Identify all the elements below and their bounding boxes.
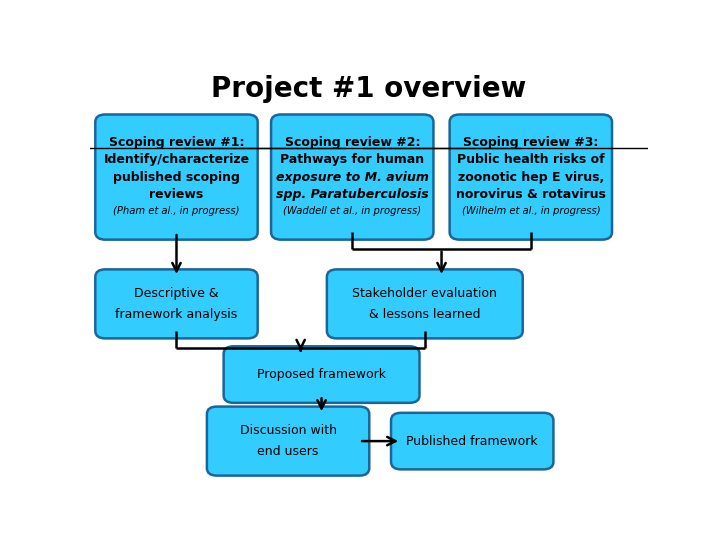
Text: Stakeholder evaluation: Stakeholder evaluation [352, 287, 498, 300]
Text: Discussion with: Discussion with [240, 424, 336, 437]
Text: Published framework: Published framework [406, 435, 538, 448]
Text: Pathways for human: Pathways for human [280, 153, 424, 166]
Text: (Pham et al., in progress): (Pham et al., in progress) [113, 206, 240, 217]
Text: Descriptive &: Descriptive & [134, 287, 219, 300]
Text: (Wilhelm et al., in progress): (Wilhelm et al., in progress) [462, 206, 600, 217]
Text: Identify/characterize: Identify/characterize [104, 153, 250, 166]
Text: exposure to M. avium: exposure to M. avium [276, 171, 428, 184]
Text: Scoping review #2:: Scoping review #2: [284, 136, 420, 149]
Text: (Waddell et al., in progress): (Waddell et al., in progress) [283, 206, 421, 217]
Text: zoonotic hep E virus,: zoonotic hep E virus, [458, 171, 604, 184]
Text: & lessons learned: & lessons learned [369, 308, 480, 321]
Text: Proposed framework: Proposed framework [257, 368, 386, 381]
FancyBboxPatch shape [391, 413, 554, 469]
Text: reviews: reviews [149, 188, 204, 201]
FancyBboxPatch shape [95, 114, 258, 240]
FancyBboxPatch shape [449, 114, 612, 240]
Text: Project #1 overview: Project #1 overview [212, 75, 526, 103]
Text: Scoping review #3:: Scoping review #3: [463, 136, 598, 149]
Text: framework analysis: framework analysis [115, 308, 238, 321]
Text: spp. Paratuberculosis: spp. Paratuberculosis [276, 188, 428, 201]
FancyBboxPatch shape [95, 269, 258, 339]
Text: Scoping review #1:: Scoping review #1: [109, 136, 244, 149]
FancyBboxPatch shape [224, 346, 420, 403]
Text: end users: end users [258, 445, 319, 458]
Text: published scoping: published scoping [113, 171, 240, 184]
FancyBboxPatch shape [271, 114, 433, 240]
Text: Public health risks of: Public health risks of [457, 153, 605, 166]
Text: norovirus & rotavirus: norovirus & rotavirus [456, 188, 606, 201]
FancyBboxPatch shape [327, 269, 523, 339]
FancyBboxPatch shape [207, 407, 369, 476]
